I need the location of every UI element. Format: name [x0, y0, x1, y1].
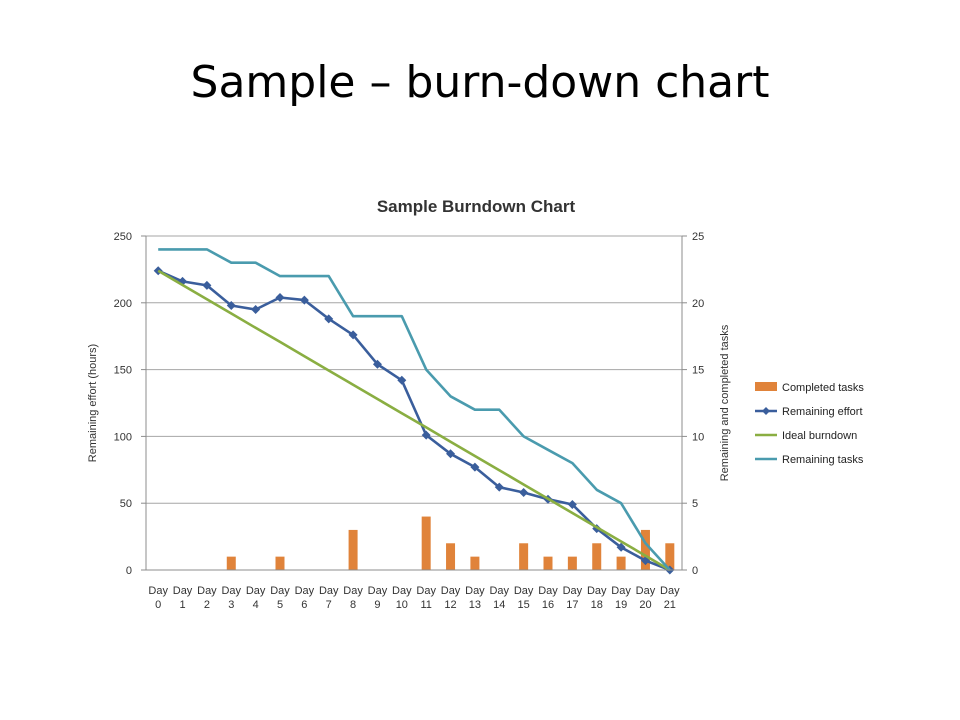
- y-tick-label-right: 20: [692, 298, 704, 310]
- y-tick-label-left: 100: [114, 431, 132, 443]
- point-remaining-effort: [299, 295, 309, 305]
- x-tick-label: Day 14: [489, 585, 509, 611]
- point-remaining-effort: [202, 280, 212, 290]
- x-tick-label: Day 17: [563, 585, 583, 611]
- bar-completed-tasks: [640, 529, 650, 570]
- bar-completed-tasks: [421, 516, 431, 570]
- x-tick-label: Day 15: [514, 585, 534, 611]
- bar-completed-tasks: [446, 543, 456, 570]
- x-tick-label: Day 6: [295, 585, 315, 611]
- x-tick-label: Day 11: [416, 585, 436, 611]
- point-remaining-effort: [421, 430, 431, 440]
- bar-completed-tasks: [226, 556, 236, 570]
- bar-completed-tasks: [592, 543, 602, 570]
- bar-completed-tasks: [275, 556, 285, 570]
- point-remaining-effort: [397, 375, 407, 385]
- x-tick-label: Day 19: [611, 585, 631, 611]
- y-tick-label-right: 25: [692, 231, 704, 243]
- x-tick-label: Day 18: [587, 585, 607, 611]
- y-tick-label-right: 5: [692, 498, 698, 510]
- x-tick-label: Day 12: [441, 585, 461, 611]
- bars-completed-tasks: [226, 516, 675, 570]
- bar-completed-tasks: [665, 543, 675, 570]
- point-remaining-effort: [494, 482, 504, 492]
- y-axis-title-left: Remaining effort (hours): [87, 344, 99, 462]
- x-tick-label: Day 0: [148, 585, 168, 611]
- point-remaining-effort: [275, 292, 285, 302]
- chart-title: Sample Burndown Chart: [377, 197, 576, 216]
- bar-completed-tasks: [543, 556, 553, 570]
- x-tick-label: Day 8: [343, 585, 363, 611]
- legend-swatch-completed-tasks: [755, 382, 777, 391]
- gridlines: [146, 235, 682, 571]
- x-tick-label: Day 9: [368, 585, 388, 611]
- y-tick-label-left: 50: [120, 498, 132, 510]
- y-tick-label-right: 10: [692, 431, 704, 443]
- x-tick-label: Day 10: [392, 585, 412, 611]
- legend-label-completed-tasks: Completed tasks: [782, 382, 864, 394]
- y-axis-title-right: Remaining and completed tasks: [719, 324, 731, 481]
- x-tick-label: Day 3: [221, 585, 241, 611]
- bar-completed-tasks: [470, 556, 480, 570]
- point-remaining-effort: [519, 488, 529, 498]
- x-tick-label: Day 1: [173, 585, 193, 611]
- legend-marker-remaining-effort: [762, 407, 770, 415]
- y-tick-label-right: 15: [692, 365, 704, 377]
- bar-completed-tasks: [616, 556, 626, 570]
- line-remaining-effort: [157, 269, 671, 572]
- point-remaining-effort: [348, 330, 358, 340]
- bar-completed-tasks: [519, 543, 529, 570]
- bar-completed-tasks: [567, 556, 577, 570]
- series-lines: [153, 248, 675, 575]
- y-tick-label-left: 0: [126, 565, 132, 577]
- line-remaining-tasks: [158, 248, 671, 571]
- y-tick-label-left: 250: [114, 231, 132, 243]
- line-ideal-burndown: [157, 269, 671, 572]
- x-tick-label: Day 21: [660, 585, 680, 611]
- legend: Completed tasks Remaining effort Ideal bur…: [755, 382, 864, 466]
- legend-label-remaining-tasks: Remaining tasks: [782, 454, 864, 466]
- point-remaining-effort: [372, 359, 382, 369]
- y-tick-label-left: 150: [114, 365, 132, 377]
- x-tick-label: Day 2: [197, 585, 217, 611]
- slide-title: Sample – burn-down chart: [190, 57, 770, 108]
- x-tick-label: Day 5: [270, 585, 290, 611]
- x-tick-label: Day 4: [246, 585, 266, 611]
- point-remaining-effort: [226, 300, 236, 310]
- point-remaining-effort: [470, 462, 480, 472]
- x-tick-label: Day 16: [538, 585, 558, 611]
- bar-completed-tasks: [348, 529, 358, 570]
- x-tick-label: Day 13: [465, 585, 485, 611]
- x-tick-label: Day 20: [636, 585, 656, 611]
- point-remaining-effort: [446, 449, 456, 459]
- point-remaining-effort: [324, 314, 334, 324]
- point-remaining-effort: [616, 542, 626, 552]
- y-tick-label-left: 200: [114, 298, 132, 310]
- legend-label-remaining-effort: Remaining effort: [782, 406, 863, 418]
- point-remaining-effort: [251, 304, 261, 314]
- legend-label-ideal-burndown: Ideal burndown: [782, 430, 857, 442]
- point-remaining-effort: [567, 500, 577, 510]
- y-tick-label-right: 0: [692, 565, 698, 577]
- x-tick-label: Day 7: [319, 585, 339, 611]
